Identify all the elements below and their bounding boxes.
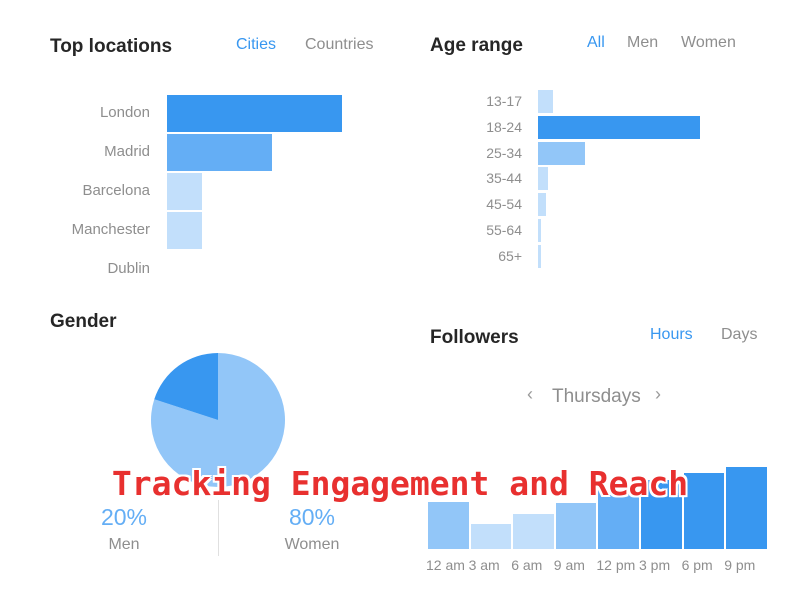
- pie-slice-men: [154, 353, 218, 420]
- hour-label: 12 am: [426, 557, 465, 573]
- age-label: 13-17: [486, 93, 522, 109]
- age-bar: [538, 219, 541, 242]
- location-label: Barcelona: [82, 182, 150, 199]
- followers-bar: [513, 514, 554, 549]
- tab-hours[interactable]: Hours: [650, 326, 693, 343]
- followers-bar: [683, 472, 725, 549]
- top-locations-title: Top locations: [50, 36, 173, 57]
- chevron-left-icon[interactable]: ‹: [527, 384, 533, 404]
- hour-label: 9 pm: [724, 557, 756, 573]
- location-bar: [167, 95, 342, 132]
- location-label: Madrid: [104, 143, 150, 160]
- followers-bar: [555, 502, 597, 549]
- age-label: 65+: [498, 247, 522, 264]
- location-label: London: [99, 104, 150, 121]
- location-label: Dublin: [107, 260, 150, 277]
- followers-bar: [726, 467, 767, 549]
- overlay-caption: Tracking Engagement and Reach: [111, 464, 689, 503]
- age-bar: [538, 193, 547, 217]
- gender-divider: [218, 500, 219, 556]
- tab-all[interactable]: All: [587, 34, 605, 51]
- age-bar: [538, 244, 541, 268]
- tab-cities[interactable]: Cities: [236, 36, 277, 53]
- location-bar: [167, 134, 272, 171]
- tab-countries[interactable]: Countries: [305, 36, 374, 53]
- gender-pie-chart: [150, 352, 286, 488]
- age-label: 35-44: [486, 170, 522, 187]
- location-bar: [167, 173, 202, 210]
- followers-bar: [428, 501, 469, 549]
- hour-label: 6 am: [511, 557, 543, 573]
- hour-label: 3 pm: [639, 557, 671, 573]
- age-label: 25-34: [486, 144, 522, 161]
- followers-title: Followers: [430, 327, 519, 348]
- day-label: Thursdays: [552, 386, 641, 407]
- men-label: Men: [108, 536, 140, 553]
- age-bar: [538, 115, 700, 139]
- women-percent: 80%: [288, 504, 336, 530]
- age-label: 18-24: [486, 118, 522, 135]
- age-bar: [538, 167, 548, 191]
- tab-men[interactable]: Men: [627, 34, 659, 51]
- age-bar: [538, 141, 585, 165]
- hour-label: 6 pm: [681, 557, 713, 573]
- followers-bar: [598, 489, 639, 549]
- women-label: Women: [284, 536, 340, 553]
- tab-days[interactable]: Days: [721, 326, 758, 343]
- followers-bar: [470, 524, 512, 549]
- age-bar: [538, 90, 553, 113]
- chevron-right-icon[interactable]: ›: [655, 384, 661, 404]
- hour-label: 3 am: [468, 557, 500, 573]
- followers-bar: [641, 479, 682, 549]
- age-label: 45-54: [486, 196, 522, 213]
- hour-label: 12 pm: [596, 557, 636, 573]
- tab-women[interactable]: Women: [681, 34, 736, 51]
- location-label: Manchester: [71, 221, 150, 238]
- gender-title: Gender: [50, 311, 117, 332]
- age-label: 55-64: [486, 222, 522, 238]
- age-range-title: Age range: [430, 35, 523, 56]
- hour-label: 9 am: [553, 557, 585, 573]
- men-percent: 20%: [100, 504, 148, 530]
- location-bar: [167, 212, 202, 249]
